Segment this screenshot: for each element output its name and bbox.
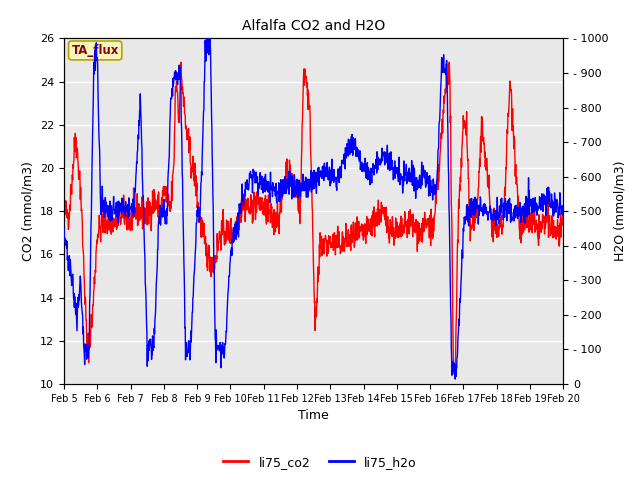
Y-axis label: H2O (mmol/m3): H2O (mmol/m3) [614, 161, 627, 262]
Text: TA_flux: TA_flux [72, 44, 119, 57]
Legend: li75_co2, li75_h2o: li75_co2, li75_h2o [218, 451, 422, 474]
Y-axis label: CO2 (mmol/m3): CO2 (mmol/m3) [22, 161, 35, 261]
X-axis label: Time: Time [298, 409, 329, 422]
Title: Alfalfa CO2 and H2O: Alfalfa CO2 and H2O [242, 19, 385, 33]
